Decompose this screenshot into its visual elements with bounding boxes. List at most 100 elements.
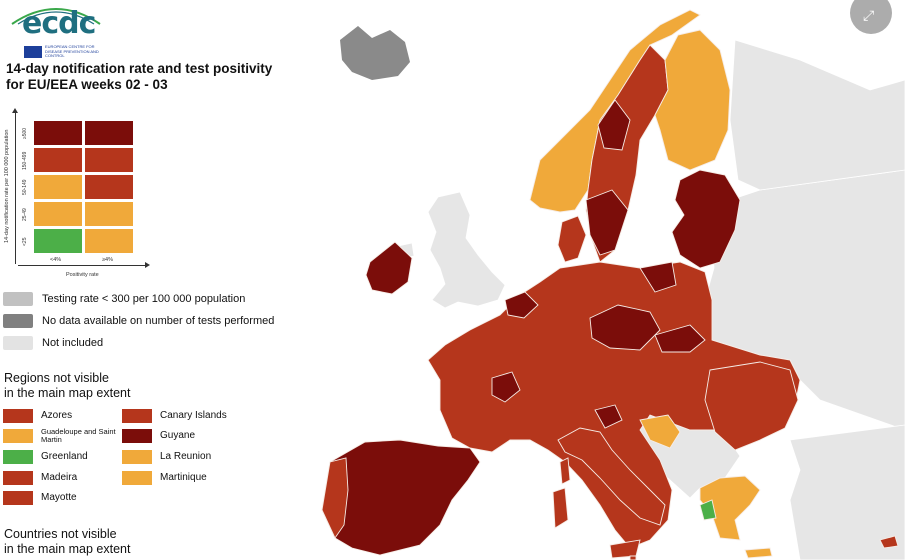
- region-martinique: Martinique: [122, 470, 207, 485]
- region-swatch: [122, 470, 152, 485]
- italy: [557, 427, 666, 526]
- region-guyane: Guyane: [122, 428, 195, 443]
- matrix-cell: [33, 201, 83, 227]
- region-label: Azores: [41, 409, 73, 421]
- matrix-y-labels: ≥500 150-499 50-149 25-49 <25: [22, 120, 33, 256]
- region-swatch: [3, 408, 33, 423]
- matrix-x-arrow: [18, 262, 150, 268]
- title-line-2: for EU/EEA weeks 02 - 03: [6, 77, 168, 92]
- legend-label: Testing rate < 300 per 100 000 populatio…: [42, 293, 246, 305]
- region-label: La Reunion: [160, 450, 212, 462]
- region-swatch: [122, 408, 152, 423]
- slovenia: [594, 404, 623, 429]
- matrix-cell: [84, 174, 134, 200]
- map-title: 14-day notification rate and test positi…: [6, 61, 306, 93]
- logo-arc-icon: [11, 8, 101, 25]
- expand-button[interactable]: ⤢: [850, 0, 892, 34]
- legend-swatch: [3, 314, 33, 328]
- regions-title: Regions not visible in the main map exte…: [4, 371, 130, 401]
- region-label: Canary Islands: [160, 409, 227, 421]
- region-swatch: [122, 449, 152, 464]
- region-label: Guadeloupe and Saint Martin: [41, 426, 116, 444]
- logo-wordmark: ecdc: [22, 6, 96, 41]
- legend-matrix: [33, 120, 135, 256]
- portugal: [321, 457, 349, 539]
- region-canary-islands: Canary Islands: [122, 408, 227, 423]
- matrix-y-label: 25-49: [22, 208, 28, 221]
- countries-title-line-2: in the main map extent: [4, 542, 131, 556]
- matrix-cell: [84, 147, 134, 173]
- matrix-cell: [33, 147, 83, 173]
- region-swatch: [3, 428, 33, 443]
- eu-flag-icon: [24, 46, 42, 58]
- malta: [629, 555, 637, 560]
- matrix-cell: [33, 120, 83, 146]
- region-label: Madeira: [41, 471, 78, 483]
- region-guadeloupe: Guadeloupe and Saint Martin: [3, 426, 116, 444]
- crete: [744, 547, 773, 559]
- matrix-y-title: 14-day notification rate per 100 000 pop…: [4, 129, 10, 243]
- region-mayotte: Mayotte: [3, 490, 77, 505]
- expand-icon: ⤢: [863, 7, 875, 23]
- region-greenland: Greenland: [3, 449, 88, 464]
- matrix-cell: [84, 201, 134, 227]
- croatia: [639, 414, 681, 449]
- regions-title-line-1: Regions not visible: [4, 371, 109, 385]
- matrix-y-label: 150-499: [22, 151, 28, 170]
- cyprus: [879, 535, 899, 549]
- corsica: [559, 457, 571, 485]
- romania-bulgaria: [704, 361, 799, 451]
- region-label: Greenland: [41, 450, 88, 462]
- norway: [529, 9, 701, 213]
- matrix-y-label: 50-149: [22, 179, 28, 196]
- matrix-cell: [33, 228, 83, 254]
- logo-subtitle: EUROPEAN CENTRE FOR DISEASE PREVENTION A…: [45, 44, 99, 58]
- region-label: Guyane: [160, 429, 196, 441]
- ireland: [365, 241, 413, 295]
- countries-title: Countries not visible in the main map ex…: [4, 527, 130, 557]
- matrix-y-arrow: [12, 108, 18, 264]
- iceland: [340, 26, 410, 80]
- matrix-x-label: <4%: [50, 257, 62, 263]
- legend-label: No data available on number of tests per…: [42, 315, 275, 327]
- region-swatch: [122, 428, 152, 443]
- legend-testing-rate: Testing rate < 300 per 100 000 populatio…: [3, 291, 245, 307]
- sicily: [609, 539, 641, 559]
- legend-swatch: [3, 336, 33, 350]
- matrix-x-title: Positivity rate: [66, 272, 99, 278]
- region-swatch: [3, 490, 33, 505]
- legend-label: Not included: [42, 337, 104, 349]
- sweden-dark: [585, 99, 631, 256]
- legend-swatch: [3, 292, 33, 306]
- belgium-dark: [504, 291, 539, 319]
- sardinia: [552, 487, 569, 529]
- region-label: Mayotte: [41, 491, 77, 503]
- ecdc-logo: ecdc EUROPEAN CENTRE FOR DISEASE PREVENT…: [4, 2, 104, 60]
- matrix-y-label: ≥500: [22, 127, 28, 140]
- legend-no-data: No data available on number of tests per…: [3, 313, 274, 329]
- region-swatch: [3, 449, 33, 464]
- greece-green: [699, 499, 717, 521]
- title-line-1: 14-day notification rate and test positi…: [6, 61, 273, 76]
- iberia: [321, 439, 481, 556]
- central-france-dark: [491, 371, 521, 403]
- region-label: Martinique: [160, 471, 207, 483]
- baltics: [671, 169, 741, 269]
- finland: [654, 29, 731, 171]
- slovakia-dark: [654, 324, 706, 353]
- regions-title-line-2: in the main map extent: [4, 386, 131, 400]
- matrix-x-label: ≥4%: [102, 257, 113, 263]
- region-madeira: Madeira: [3, 470, 77, 485]
- matrix-cell: [84, 120, 134, 146]
- countries-title-line-1: Countries not visible: [4, 527, 117, 541]
- czechia: [589, 304, 661, 351]
- region-swatch: [3, 470, 33, 485]
- matrix-cell: [84, 228, 134, 254]
- region-la-reunion: La Reunion: [122, 449, 211, 464]
- matrix-y-label: <25: [22, 237, 28, 246]
- denmark: [557, 215, 587, 263]
- legend-not-included: Not included: [3, 335, 103, 351]
- matrix-cell: [33, 174, 83, 200]
- poland-dark: [639, 261, 677, 293]
